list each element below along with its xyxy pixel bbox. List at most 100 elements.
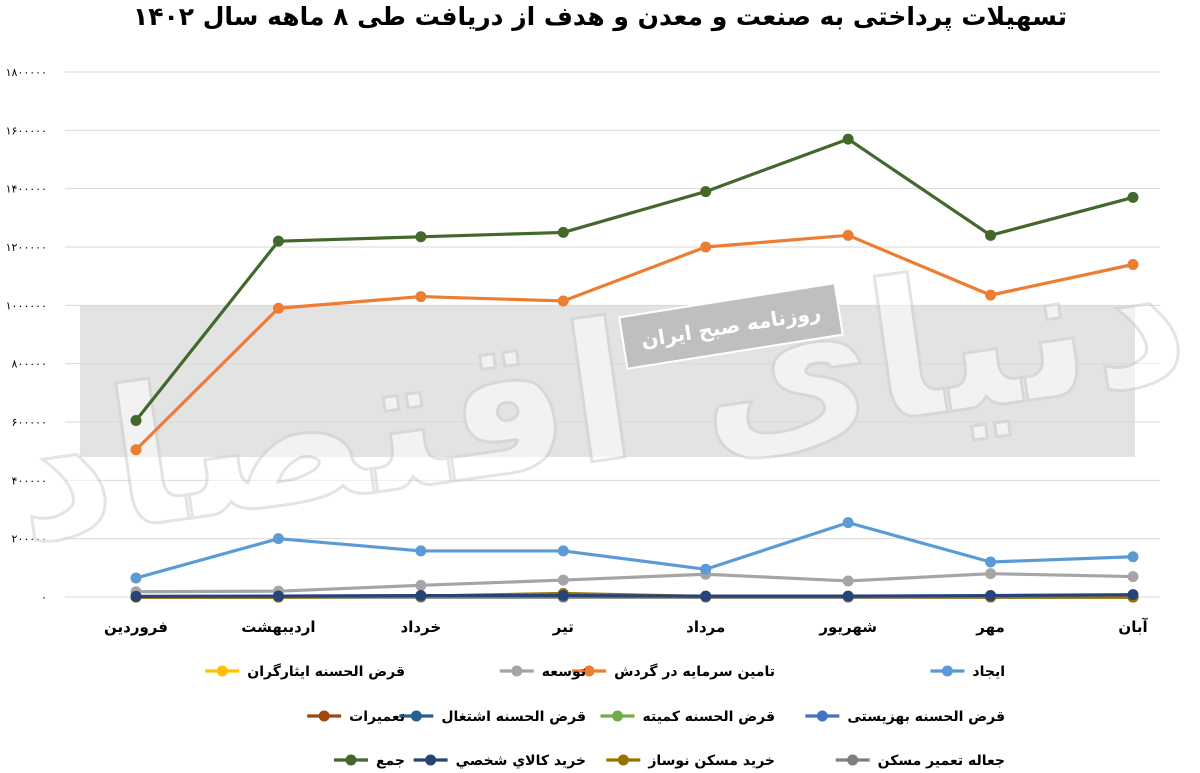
data-point: [842, 517, 854, 529]
data-point: [415, 590, 427, 602]
legend-marker: [941, 665, 953, 677]
legend-label: ایجاد: [972, 664, 1005, 680]
legend-marker: [410, 710, 422, 722]
x-category-label: اردیبهشت: [241, 618, 315, 636]
data-point: [557, 574, 569, 586]
x-category-label: مرداد: [686, 618, 725, 636]
legend-label: قرض الحسنه بهزیستی: [847, 709, 1005, 725]
data-point: [700, 186, 712, 198]
legend-marker: [345, 754, 357, 766]
data-point: [557, 545, 569, 557]
legend-marker: [318, 710, 330, 722]
x-category-label: شهریور: [818, 618, 877, 636]
series-line: [134, 137, 1134, 422]
x-axis-categories: فروردین اردیبهشت خرداد تیر مرداد شهریور مهر آبا…: [104, 618, 1148, 636]
legend-item: ایجاد: [930, 664, 1005, 680]
y-tick-label: ۸۰۰۰۰۰: [12, 358, 47, 371]
data-point: [557, 295, 569, 307]
data-point: [1127, 259, 1139, 270]
x-category-label: تیر: [552, 618, 574, 636]
y-tick-label: ۱۸۰۰۰۰۰: [6, 66, 47, 79]
data-point: [1127, 571, 1139, 583]
series-1: [130, 229, 1139, 456]
data-point: [130, 590, 142, 602]
legend-item: جعاله تعمیر مسکن: [835, 753, 1005, 769]
watermark-logo: دنیای اقتصاد: [0, 203, 1199, 586]
data-point: [1127, 589, 1139, 601]
series-line: [135, 593, 1134, 599]
legend-item: تعمیرات: [307, 709, 405, 725]
series-0: [130, 517, 1139, 584]
data-point: [557, 226, 569, 238]
data-point: [985, 229, 997, 241]
data-point: [130, 572, 142, 584]
series-line: [134, 233, 1134, 451]
data-point: [985, 289, 997, 301]
x-category-label: آبان: [1118, 618, 1148, 636]
data-point: [130, 415, 142, 427]
y-tick-label: ۰: [41, 591, 47, 604]
x-category-label: مهر: [975, 618, 1005, 636]
legend-item: خرید مسکن نوساز: [606, 753, 775, 769]
y-axis-ticks: ۰ ۲۰۰۰۰۰ ۴۰۰۰۰۰ ۶۰۰۰۰۰ ۸۰۰۰۰۰ ۱۰۰۰۰۰۰ ۱۲۰۰۰۰۰ ۱…: [6, 66, 47, 604]
data-point: [842, 575, 854, 587]
legend-marker: [617, 754, 629, 766]
x-category-label: فروردین: [104, 618, 168, 636]
legend-item: جمع: [333, 753, 405, 769]
legend-label: جمع: [376, 753, 405, 769]
data-point: [272, 302, 284, 314]
y-tick-label: ۱۰۰۰۰۰۰: [6, 299, 47, 312]
legend-item: قرض الحسنه اشتغال: [399, 709, 586, 725]
legend-item: خرید کالاي شخصي: [413, 753, 586, 770]
legend-label: قرض الحسنه اشتغال: [441, 709, 586, 725]
data-point: [700, 241, 712, 253]
series-10: [130, 589, 1139, 602]
data-point: [700, 563, 712, 575]
legend-label: قرض الحسنه کمیته: [642, 709, 775, 725]
data-point: [415, 291, 427, 303]
legend-marker: [511, 665, 523, 677]
data-point: [985, 568, 997, 580]
series-line: [135, 521, 1134, 580]
data-point: [842, 133, 854, 145]
data-point: [1127, 551, 1139, 563]
legend-label: تعمیرات: [349, 709, 405, 725]
legend-item: توسعه: [499, 664, 586, 680]
legend-label: توسعه: [542, 664, 586, 680]
y-tick-label: ۲۰۰۰۰۰: [12, 533, 47, 546]
legend-marker: [216, 665, 228, 677]
legend: ایجاد تامین سرمایه در گردش توسعه قرض الحسنه…: [205, 663, 1005, 770]
data-point: [272, 235, 284, 247]
data-point: [415, 579, 427, 591]
legend-label: تامین سرمایه در گردش: [614, 663, 775, 680]
data-point: [130, 444, 142, 456]
legend-item: قرض الحسنه بهزیستی: [805, 709, 1005, 725]
y-tick-label: ۱۶۰۰۰۰۰: [6, 124, 47, 137]
legend-marker: [611, 710, 623, 722]
data-point: [272, 533, 284, 545]
legend-item: قرض الحسنه کمیته: [600, 709, 775, 725]
y-tick-label: ۱۴۰۰۰۰۰: [6, 183, 47, 196]
legend-label: خرید کالاي شخصي: [456, 753, 586, 770]
data-point: [415, 545, 427, 557]
data-point: [985, 556, 997, 568]
legend-marker: [816, 710, 828, 722]
data-point: [557, 590, 569, 602]
series-lines: [130, 133, 1139, 603]
legend-marker: [583, 665, 595, 677]
legend-item: قرض الحسنه ایثارگران: [205, 663, 405, 680]
data-point: [985, 590, 997, 602]
data-point: [415, 231, 427, 243]
legend-label: قرض الحسنه ایثارگران: [247, 663, 405, 680]
legend-item: تامین سرمایه در گردش: [572, 663, 775, 680]
y-tick-label: ۱۲۰۰۰۰۰: [6, 241, 47, 254]
data-point: [272, 590, 284, 602]
legend-label: خرید مسکن نوساز: [647, 753, 775, 769]
legend-marker: [847, 754, 859, 766]
y-tick-label: ۶۰۰۰۰۰: [12, 416, 47, 429]
series-line: [135, 572, 1134, 594]
data-point: [1127, 191, 1139, 203]
chart-title: تسهیلات پرداختی به صنعت و معدن و هدف از …: [132, 2, 1068, 31]
series-11: [130, 133, 1139, 427]
